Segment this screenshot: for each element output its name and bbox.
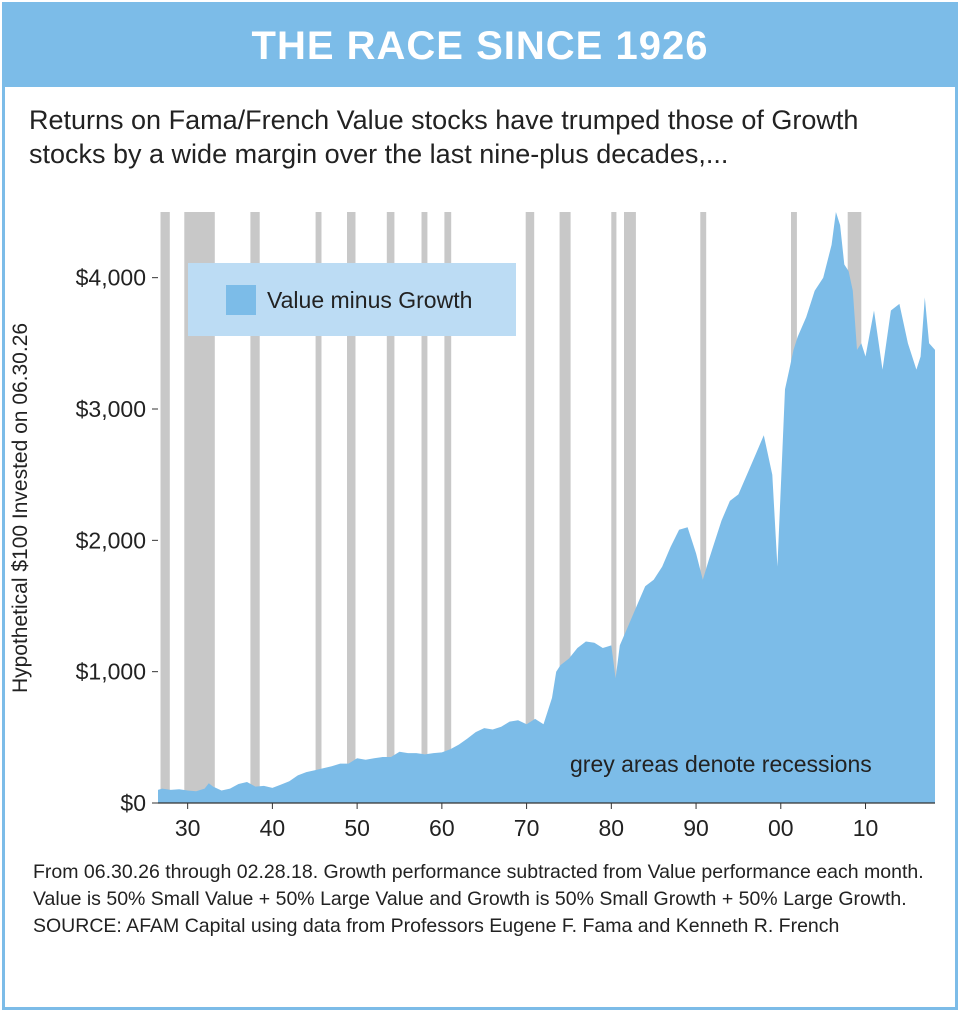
- recession-band-0: [160, 212, 170, 803]
- y-tick-label: $3,000: [76, 396, 146, 422]
- chart-title: THE RACE SINCE 1926: [251, 23, 709, 68]
- recession-band-8: [525, 212, 535, 803]
- chart-footnote: From 06.30.26 through 02.28.18. Growth p…: [33, 861, 924, 937]
- x-tick-label: 10: [853, 815, 879, 841]
- x-tick-label: 90: [683, 815, 709, 841]
- x-tick-label: 60: [429, 815, 455, 841]
- recession-band-6: [421, 212, 428, 803]
- chart-subtitle: Returns on Fama/French Value stocks have…: [29, 105, 859, 169]
- recession-band-11: [624, 212, 636, 803]
- legend-swatch-value-minus-growth: [226, 285, 256, 315]
- x-tick-label: 80: [599, 815, 625, 841]
- recession-band-3: [315, 212, 322, 803]
- axes: $0 $1,000 $2,000 $3,000 $4,000 30 40 50 60 70 80 90…: [76, 265, 935, 841]
- x-tick-label: 70: [514, 815, 540, 841]
- legend-label: Value minus Growth: [267, 287, 472, 313]
- recession-band-4: [347, 212, 356, 803]
- recession-band-5: [386, 212, 395, 803]
- x-tick-label: 40: [260, 815, 286, 841]
- recession-band-7: [444, 212, 452, 803]
- recession-band-12: [700, 212, 707, 803]
- x-tick-label: 30: [175, 815, 201, 841]
- legend: Value minus Growth: [188, 263, 516, 336]
- x-tick-label: 00: [768, 815, 794, 841]
- y-tick-label: $4,000: [76, 265, 146, 291]
- y-tick-label: $1,000: [76, 659, 146, 685]
- series-area-layer: [158, 212, 935, 803]
- y-tick-label: $0: [120, 790, 146, 816]
- series-area-0: [158, 212, 935, 803]
- recession-annotation: grey areas denote recessions: [570, 751, 872, 777]
- y-axis-label: Hypothetical $100 Invested on 06.30.26: [9, 323, 32, 693]
- recession-band-9: [559, 212, 571, 803]
- recession-band-10: [611, 212, 617, 803]
- y-tick-label: $2,000: [76, 527, 146, 553]
- recession-band-2: [250, 212, 260, 803]
- x-tick-label: 50: [344, 815, 370, 841]
- title-banner: THE RACE SINCE 1926: [5, 5, 955, 87]
